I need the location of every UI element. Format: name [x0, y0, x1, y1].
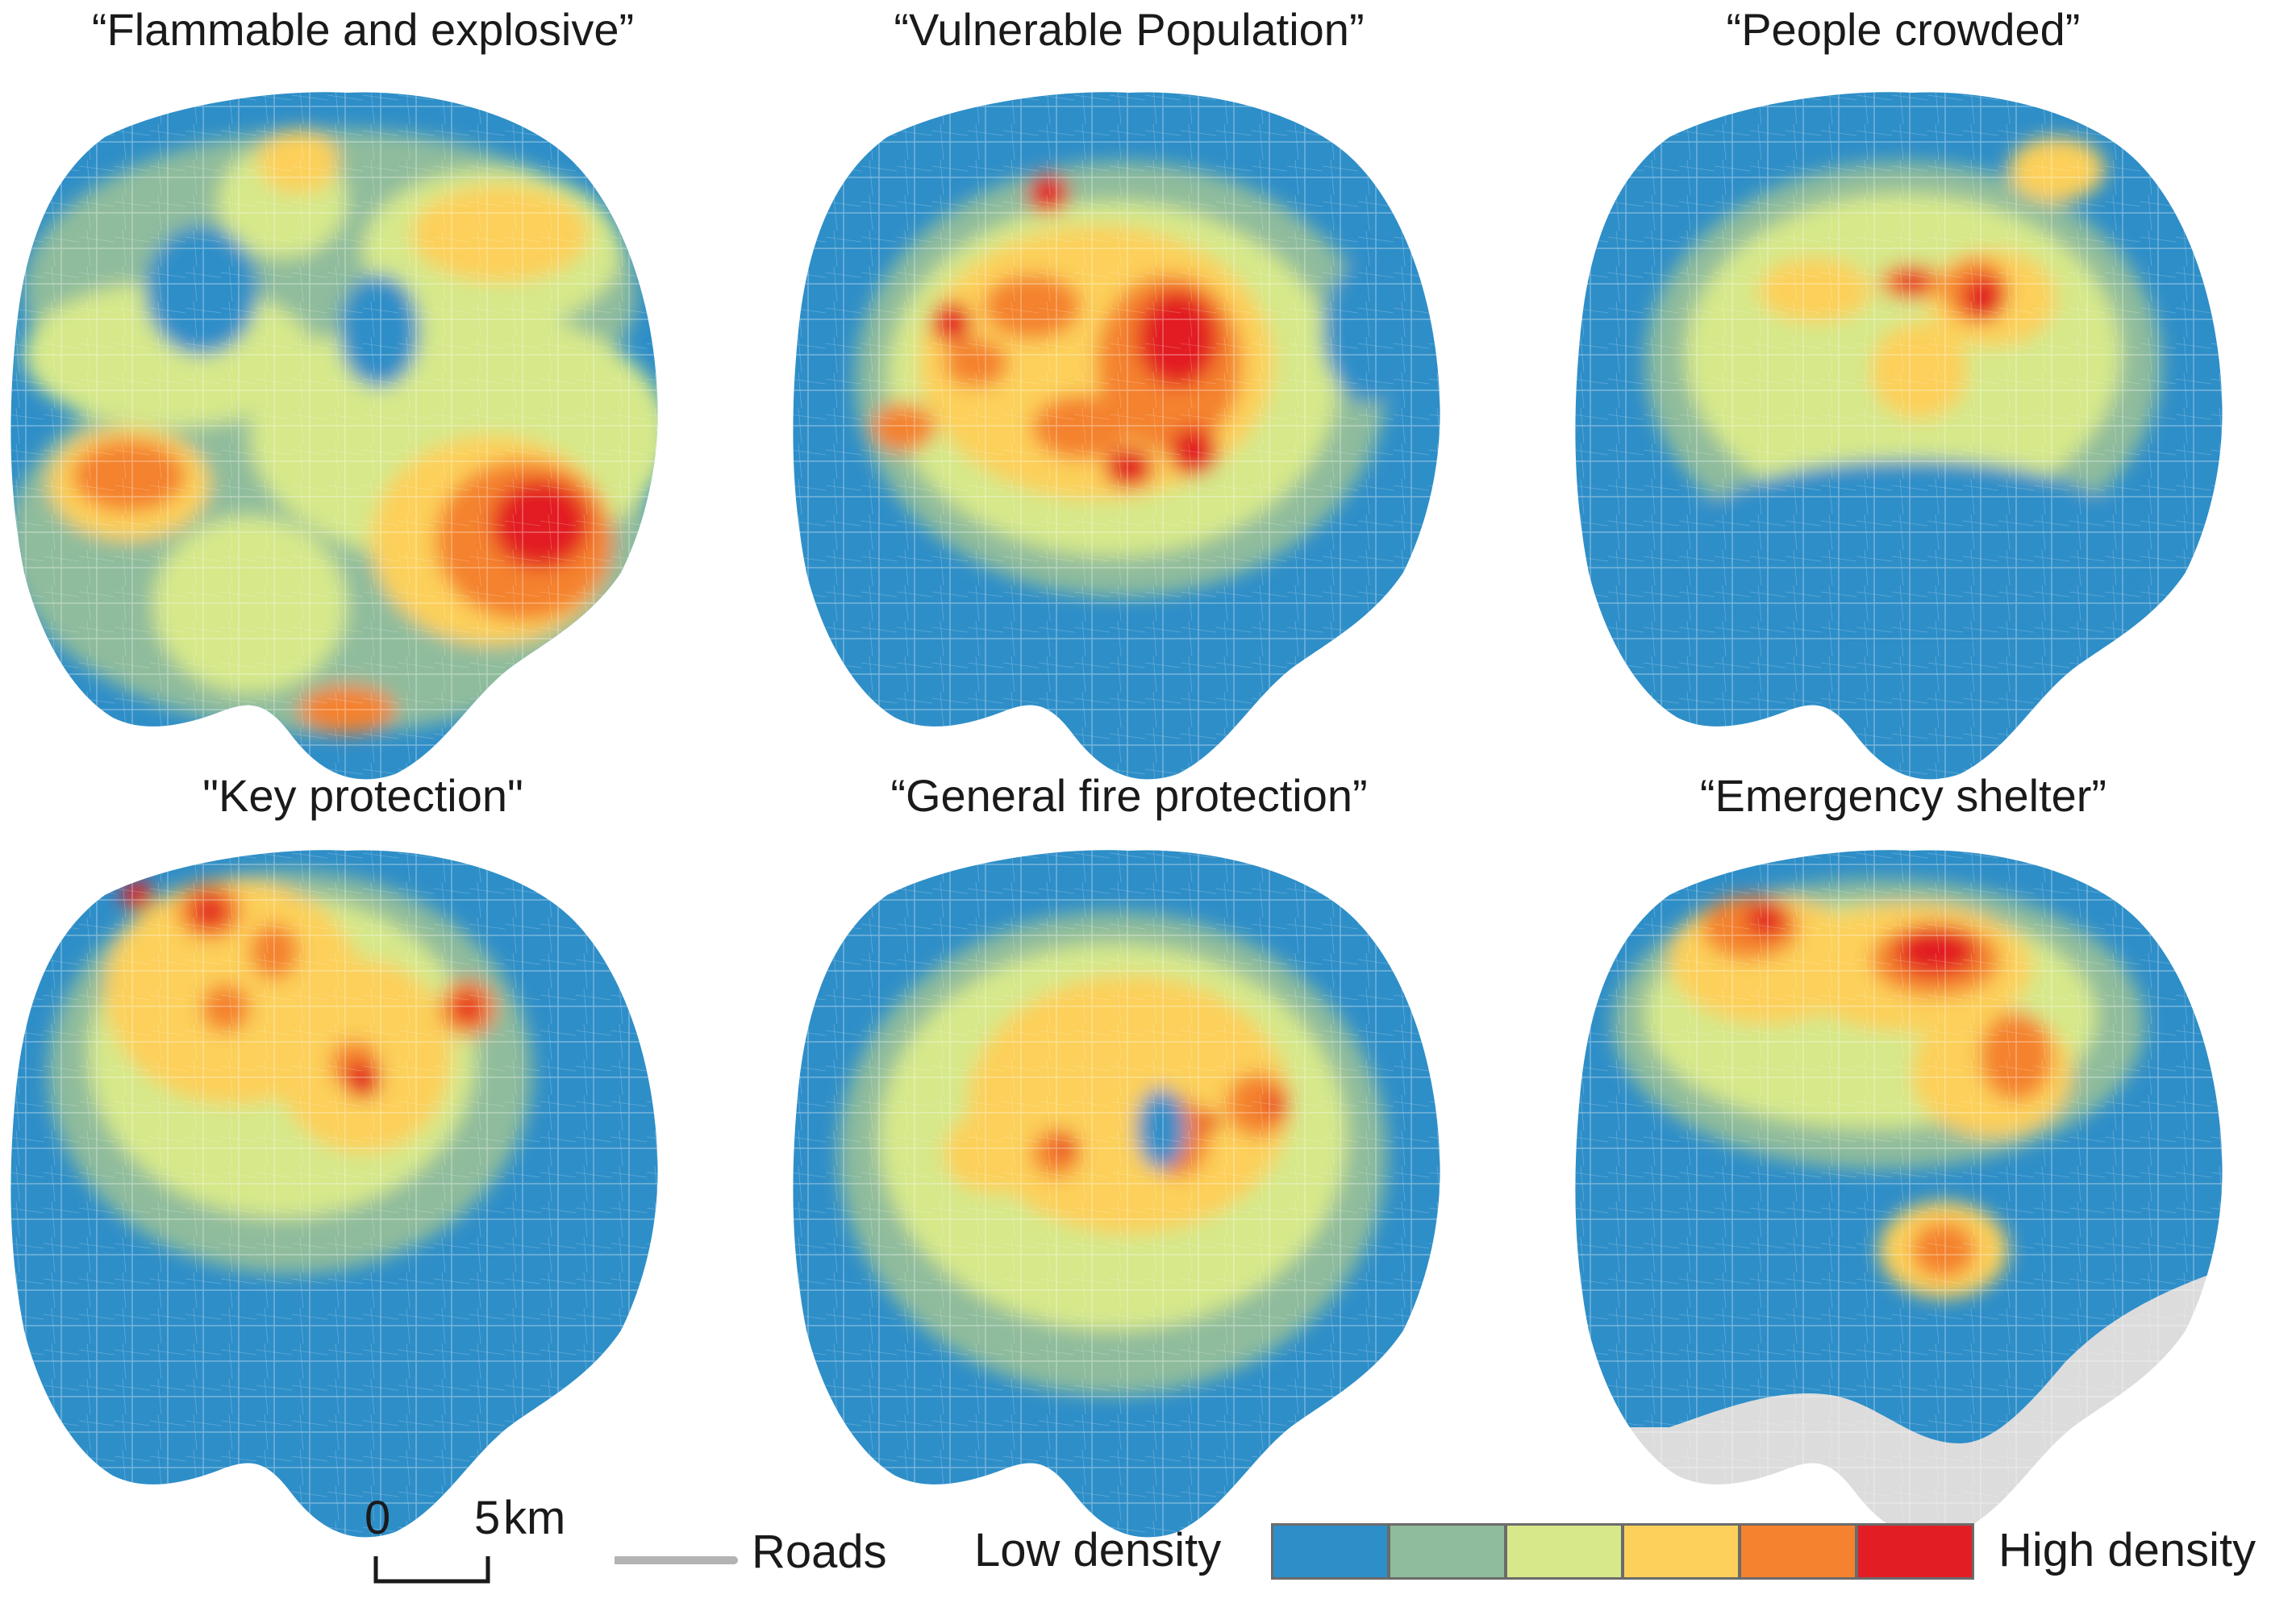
density-swatch-4 [1622, 1523, 1740, 1580]
roads-legend-label: Roads [752, 1526, 887, 1578]
map-general [793, 850, 1440, 1538]
low-density-label: Low density [974, 1524, 1222, 1576]
map-vulnerable [793, 92, 1440, 780]
map-flammable [10, 92, 658, 780]
panel-title-shelter: “Emergency shelter” [1699, 770, 2107, 821]
panel-title-vulnerable: “Vulnerable Population” [894, 4, 1365, 55]
map-key [10, 850, 658, 1538]
scale-bar-end-label: 5 [474, 1492, 501, 1544]
panel-title-general: “General fire protection” [890, 770, 1368, 821]
map-crowded [1575, 92, 2223, 780]
panel-title-flammable: “Flammable and explosive” [91, 4, 635, 55]
density-swatch-3 [1505, 1523, 1623, 1580]
density-swatch-5 [1739, 1523, 1857, 1580]
scale-bar-start-label: 0 [365, 1492, 391, 1544]
map-shelter [1575, 850, 2223, 1538]
roads-legend-line [615, 1556, 738, 1564]
density-swatch-6 [1856, 1523, 1974, 1580]
density-swatch-1 [1271, 1523, 1390, 1580]
high-density-label: High density [1998, 1524, 2256, 1576]
density-swatch-2 [1388, 1523, 1506, 1580]
scale-bar-unit: km [503, 1492, 566, 1544]
panel-title-crowded: “People crowded” [1726, 4, 2081, 55]
scale-bar [373, 1556, 490, 1584]
